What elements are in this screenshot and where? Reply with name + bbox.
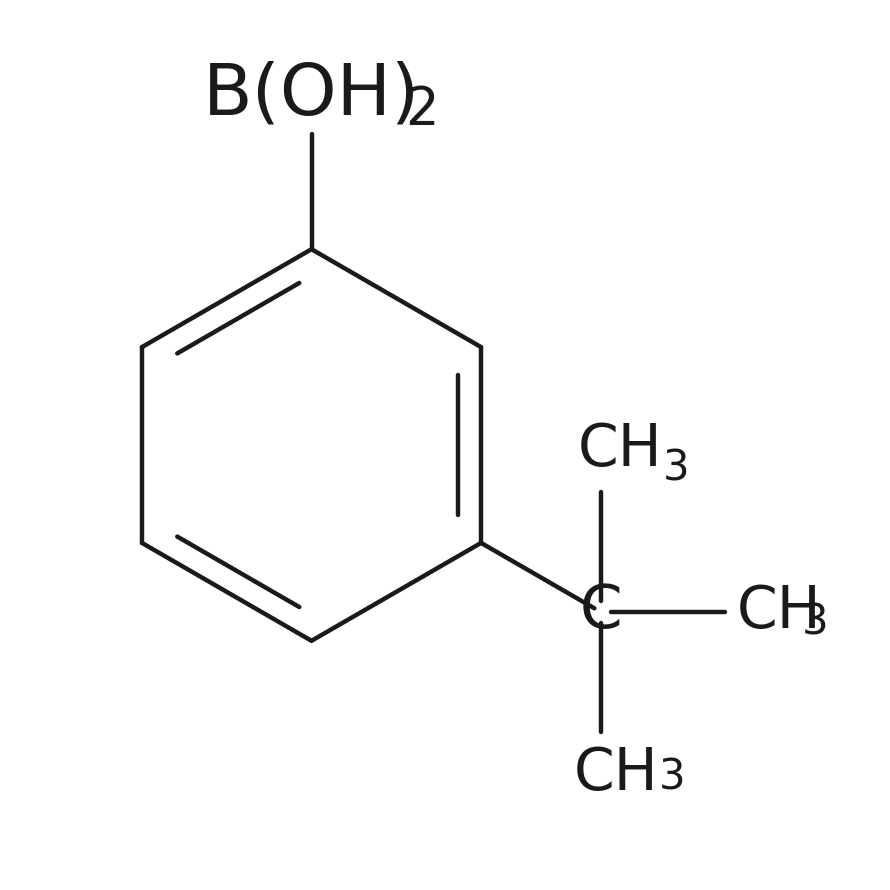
Text: B(OH): B(OH)	[203, 60, 420, 129]
Text: C: C	[579, 582, 622, 642]
Text: 3: 3	[663, 447, 690, 490]
Text: 3: 3	[802, 602, 829, 643]
Text: CH: CH	[737, 583, 821, 641]
Text: CH: CH	[578, 421, 662, 479]
Text: 3: 3	[659, 756, 686, 798]
Text: CH: CH	[574, 746, 659, 803]
Text: 2: 2	[405, 85, 439, 136]
